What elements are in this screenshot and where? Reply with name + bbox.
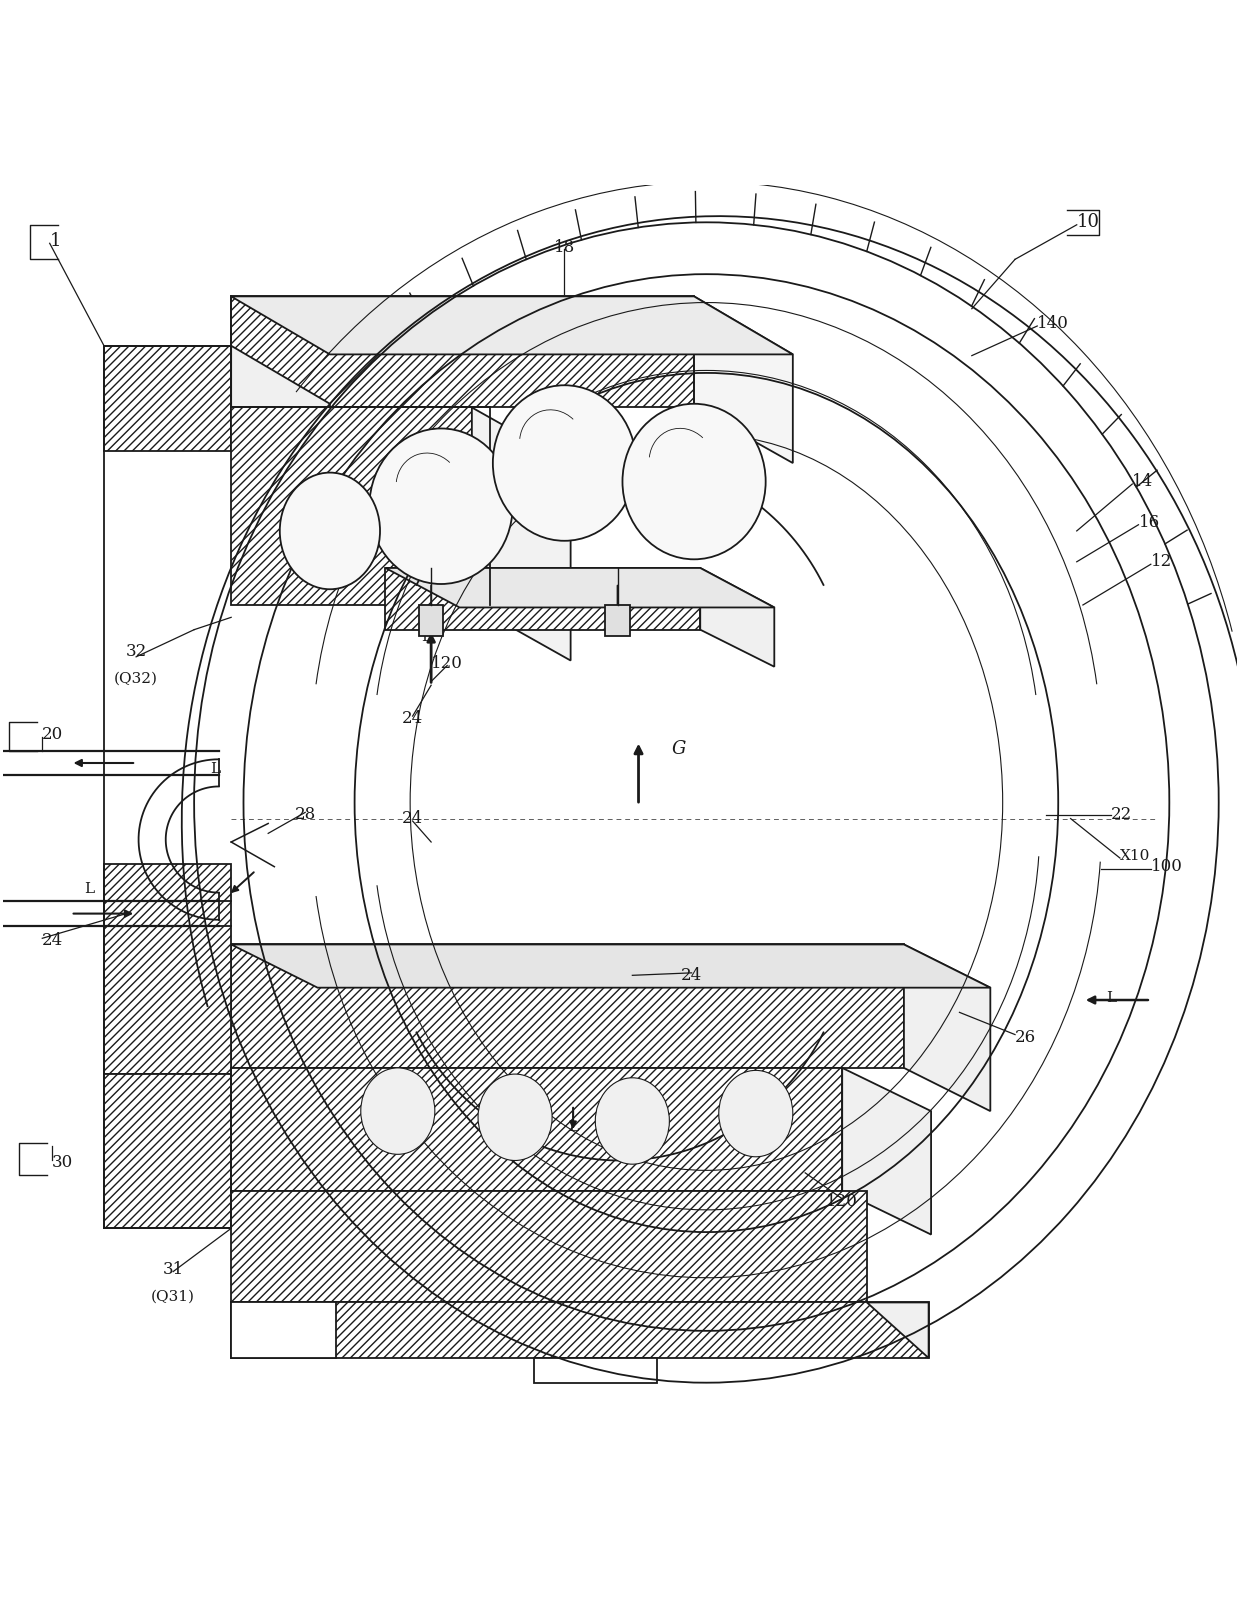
- Text: L: L: [1106, 990, 1116, 1005]
- Polygon shape: [694, 297, 792, 462]
- Polygon shape: [904, 944, 991, 1111]
- Polygon shape: [231, 1191, 867, 1302]
- Polygon shape: [386, 568, 774, 607]
- Polygon shape: [701, 568, 774, 666]
- Text: 28: 28: [295, 806, 316, 823]
- Polygon shape: [231, 944, 991, 987]
- Text: 140: 140: [1037, 315, 1069, 332]
- Text: 10: 10: [1076, 213, 1100, 231]
- Polygon shape: [231, 1067, 842, 1191]
- Text: 120: 120: [826, 1193, 858, 1210]
- Text: L: L: [210, 762, 221, 777]
- Polygon shape: [419, 605, 444, 636]
- Polygon shape: [533, 1358, 657, 1382]
- Text: G: G: [672, 740, 686, 759]
- Text: 30: 30: [52, 1154, 73, 1172]
- Polygon shape: [231, 1302, 929, 1358]
- Text: 26: 26: [1016, 1029, 1037, 1045]
- Text: 18: 18: [554, 239, 575, 255]
- Polygon shape: [231, 1302, 336, 1358]
- Text: 1: 1: [50, 231, 61, 250]
- Text: L: L: [568, 1120, 578, 1135]
- Polygon shape: [231, 297, 694, 408]
- Text: 14: 14: [1132, 473, 1153, 490]
- Polygon shape: [842, 1067, 931, 1234]
- Polygon shape: [605, 605, 630, 636]
- Polygon shape: [231, 408, 472, 605]
- Text: 16: 16: [1138, 514, 1159, 531]
- Text: 24: 24: [42, 933, 63, 949]
- Polygon shape: [104, 345, 231, 451]
- Ellipse shape: [361, 1067, 435, 1154]
- Text: (Q31): (Q31): [151, 1289, 195, 1303]
- Text: L: L: [84, 881, 94, 896]
- Text: 20: 20: [42, 725, 63, 743]
- Ellipse shape: [280, 472, 379, 589]
- Polygon shape: [867, 1302, 929, 1358]
- Ellipse shape: [719, 1071, 792, 1157]
- Text: L: L: [422, 631, 432, 644]
- Polygon shape: [472, 408, 570, 661]
- Polygon shape: [231, 944, 904, 1067]
- Polygon shape: [231, 297, 792, 355]
- Text: 24: 24: [681, 966, 702, 984]
- Text: 32: 32: [125, 644, 146, 660]
- Text: X10: X10: [1120, 849, 1151, 862]
- Text: 12: 12: [1151, 554, 1172, 570]
- Text: 24: 24: [402, 709, 423, 727]
- Ellipse shape: [622, 404, 765, 559]
- Polygon shape: [386, 568, 701, 629]
- Polygon shape: [104, 863, 231, 1074]
- Text: (Q32): (Q32): [114, 672, 157, 685]
- Ellipse shape: [479, 1074, 552, 1160]
- Polygon shape: [104, 1074, 231, 1228]
- Text: 24: 24: [402, 811, 423, 827]
- Polygon shape: [231, 345, 330, 509]
- Text: 100: 100: [1151, 859, 1183, 875]
- Ellipse shape: [595, 1079, 670, 1164]
- Text: 31: 31: [162, 1260, 184, 1278]
- Ellipse shape: [370, 429, 512, 584]
- Text: 22: 22: [1111, 806, 1132, 823]
- Text: 120: 120: [432, 655, 463, 671]
- Ellipse shape: [492, 385, 636, 541]
